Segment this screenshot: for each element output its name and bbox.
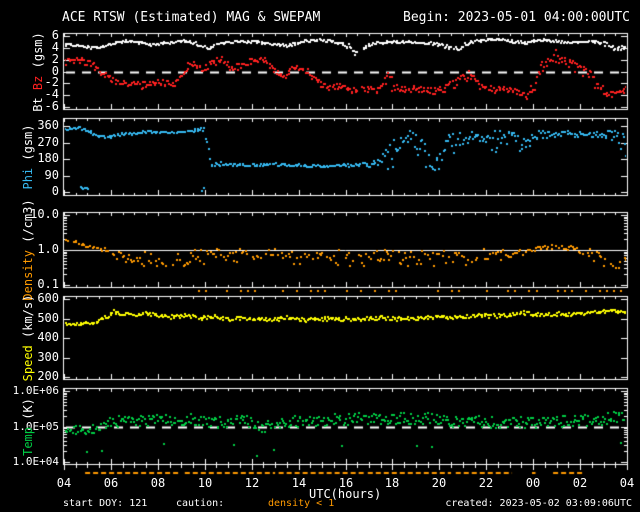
x-tick-label: 16: [338, 476, 354, 490]
panel-ylabel-temp: Temp (K): [21, 398, 35, 456]
panel-ylabel-part: Speed: [21, 345, 35, 382]
y-tick-label-speed: 300: [37, 350, 59, 364]
y-tick-label-temp: 1.0E+06: [12, 384, 59, 397]
y-tick-label-speed: 200: [37, 369, 59, 383]
panel-ylabel-part: Bt: [31, 89, 45, 112]
y-tick-label-mag: 0: [51, 64, 59, 78]
y-tick-label-phi: 360: [37, 118, 59, 132]
x-tick-label: 08: [150, 476, 166, 490]
x-tick-label: 18: [384, 476, 400, 490]
y-tick-label-mag: -6: [44, 99, 59, 113]
panel-ylabel-part: (km/s): [21, 294, 35, 346]
y-tick-label-density: 0.1: [37, 277, 59, 291]
x-tick-label: 04: [56, 476, 72, 490]
panel-ylabel-speed: Speed (km/s): [21, 295, 35, 382]
y-tick-label-mag: -4: [44, 87, 59, 101]
x-tick-label: 22: [478, 476, 494, 490]
panel-ylabel-part: Bz: [31, 75, 45, 90]
y-tick-label-density: 10.0: [30, 207, 59, 221]
x-tick-label: 00: [525, 476, 541, 490]
start-doy-label: start DOY: 121: [63, 498, 148, 509]
panel-ylabel-part: Phi: [21, 167, 35, 190]
panel-ylabel-part: (gsm): [31, 31, 45, 76]
x-tick-label: 12: [244, 476, 260, 490]
x-tick-label: 02: [572, 476, 588, 490]
panel-ylabel-part: Temp: [21, 426, 35, 456]
x-tick-label: 06: [103, 476, 119, 490]
panel-ylabel-density: Density (/cm3): [21, 199, 35, 300]
caution-label: caution:: [176, 498, 225, 509]
x-tick-label: 20: [431, 476, 447, 490]
x-tick-label: 14: [291, 476, 307, 490]
y-tick-label-phi: 180: [37, 151, 59, 165]
y-tick-label-speed: 600: [37, 291, 59, 305]
begin-timestamp: Begin: 2023-05-01 04:00:00UTC: [403, 10, 630, 25]
y-tick-label-mag: -2: [44, 75, 59, 89]
panel-ylabel-part: (/cm3): [21, 199, 35, 250]
y-tick-label-mag: 2: [51, 52, 59, 66]
panel-ylabel-part: (gsm): [21, 124, 35, 168]
y-tick-label-temp: 1.0E+04: [12, 455, 59, 468]
plot-title: ACE RTSW (Estimated) MAG & SWEPAM: [62, 10, 321, 25]
y-tick-label-phi: 270: [37, 135, 59, 149]
y-tick-label-density: 1.0: [37, 242, 59, 256]
y-tick-label-mag: 4: [51, 40, 59, 54]
x-tick-label: 10: [197, 476, 213, 490]
y-tick-label-temp: 1.0E+05: [12, 420, 59, 433]
y-tick-label-phi: 90: [44, 168, 59, 182]
created-timestamp: created: 2023-05-02 03:09:06UTC: [445, 498, 632, 509]
caution-density-value: density < 1: [268, 498, 335, 509]
y-tick-label-mag: 6: [51, 28, 59, 42]
panel-ylabel-part: (K): [21, 397, 35, 427]
panel-ylabel-mag: Bt Bz (gsm): [31, 32, 45, 112]
y-tick-label-speed: 500: [37, 311, 59, 325]
y-tick-label-speed: 400: [37, 330, 59, 344]
panel-ylabel-phi: Phi (gsm): [21, 124, 35, 189]
y-tick-label-phi: 0: [51, 184, 59, 198]
x-tick-label: 04: [619, 476, 635, 490]
xaxis-title: UTC(hours): [309, 487, 382, 501]
